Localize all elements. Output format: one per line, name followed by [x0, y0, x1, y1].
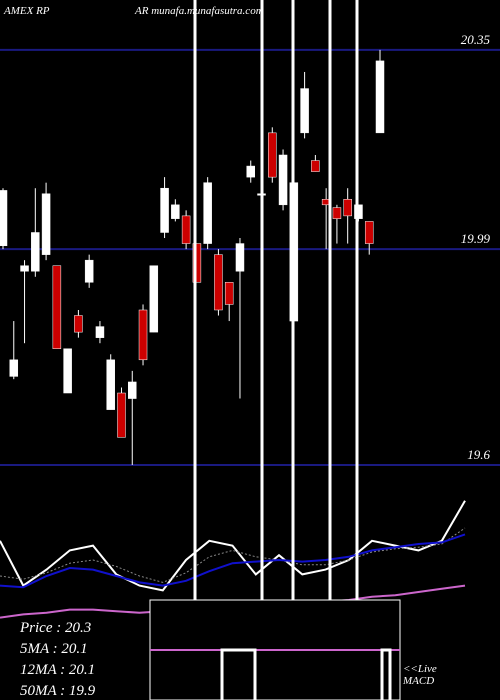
candle-body [149, 265, 159, 333]
candle-body [364, 221, 374, 244]
ma-line [0, 533, 466, 589]
ma-label: Price : 20.3 [19, 620, 91, 636]
candle-body [246, 165, 255, 178]
live-label: <<Live [403, 663, 437, 675]
candle-body [160, 187, 169, 233]
candle-body [106, 359, 115, 410]
candle-body [74, 315, 83, 333]
candle-body [278, 154, 288, 206]
macd-box [149, 599, 401, 700]
candle-body [343, 199, 352, 217]
candle-body [375, 60, 385, 134]
candle-body [181, 215, 191, 244]
candle-body [203, 182, 212, 244]
candle-body [20, 265, 29, 272]
candle-body [41, 193, 51, 255]
candle-body [138, 309, 148, 361]
candle-body [63, 348, 72, 394]
candle-body [332, 207, 342, 219]
candle-body [224, 282, 234, 305]
candle-body [235, 243, 245, 272]
candle-body [117, 392, 126, 438]
macd-label: MACD [402, 675, 434, 687]
ma-label: 5MA : 20.1 [20, 641, 88, 657]
separator-lines [193, 0, 359, 700]
candle-body [84, 259, 94, 283]
ma-label: 12MA : 20.1 [20, 662, 95, 678]
candle-body [171, 204, 180, 219]
chart-subtitle: AR munafa.munafasutra.com [134, 5, 264, 17]
candle-body [52, 265, 62, 349]
ma-line [0, 500, 466, 592]
candle-body [95, 326, 105, 338]
candle-body [192, 243, 202, 283]
y-tick-label: 19.99 [461, 231, 491, 246]
candle-body [31, 232, 40, 272]
candle-body [300, 88, 309, 134]
chart-title: AMEX RP [3, 5, 50, 17]
candle-body [9, 359, 19, 377]
y-tick-label: 20.35 [461, 32, 491, 47]
candle-body [268, 132, 277, 178]
candle-body [0, 190, 8, 247]
candle-body [311, 160, 320, 172]
y-tick-label: 19.6 [467, 447, 490, 462]
candle-body [214, 254, 223, 311]
candle-body [128, 381, 137, 399]
ma-label: 50MA : 19.9 [20, 683, 96, 699]
ma-line [0, 527, 466, 583]
